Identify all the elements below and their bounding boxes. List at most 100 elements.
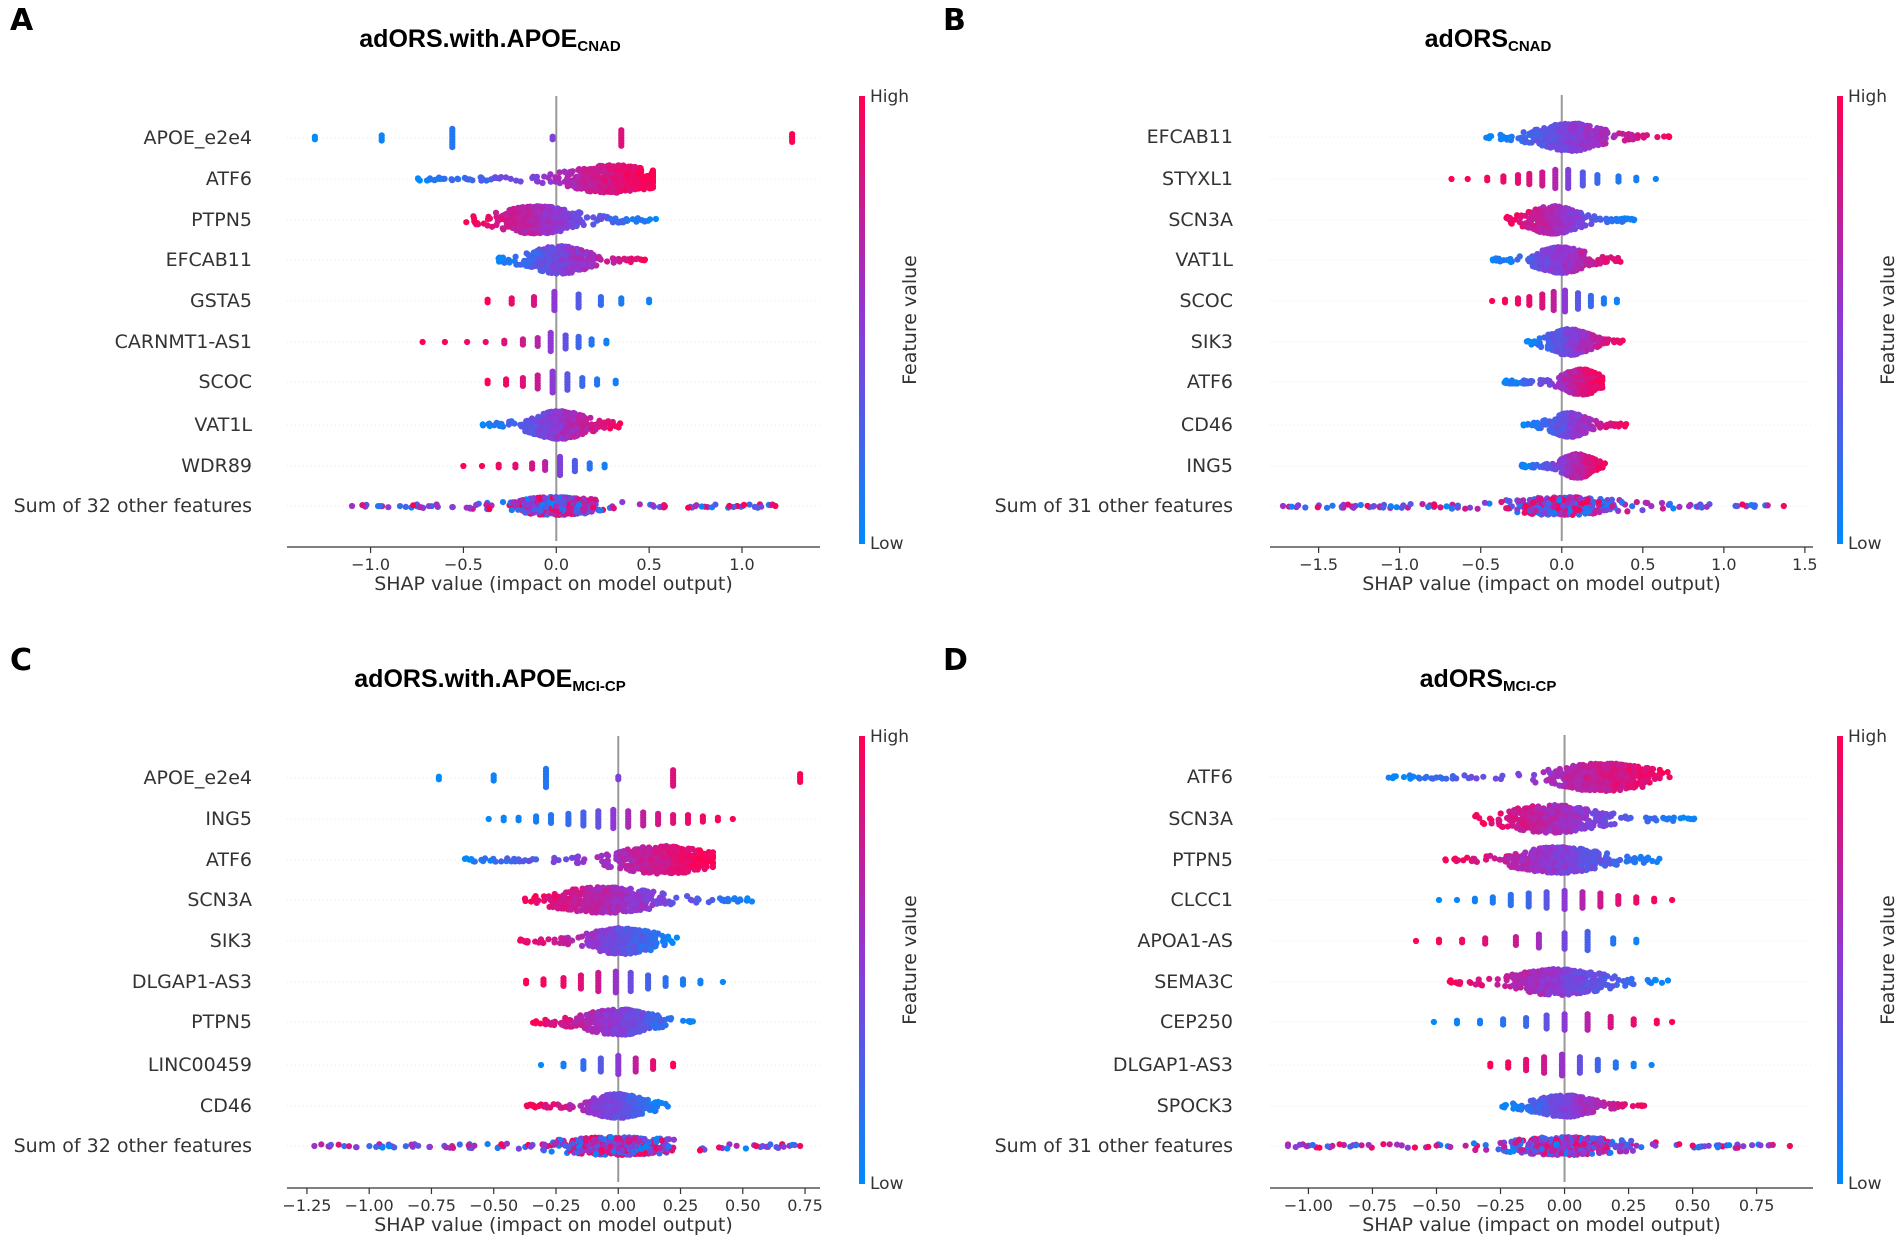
shap-dot: [1611, 339, 1618, 346]
shap-dot: [1565, 256, 1572, 263]
shap-dot: [460, 462, 467, 470]
shap-dot: [433, 501, 440, 508]
shap-dot: [623, 216, 630, 223]
shap-dot: [449, 177, 456, 184]
shap-dot: [641, 218, 648, 225]
shap-dot: [1611, 132, 1618, 139]
x-tick-label: 0.5: [636, 555, 661, 574]
panel-b: BadORSCNADEFCAB11STYXL1SCN3AVAT1LSCOCSIK…: [943, 3, 1899, 595]
shap-dot: [359, 502, 366, 509]
shap-dot: [639, 176, 646, 183]
shap-dot: [1560, 126, 1567, 133]
shap-dot: [493, 174, 500, 182]
shap-dot: [789, 138, 796, 145]
shap-dot: [603, 188, 610, 195]
shap-dot: [545, 267, 553, 275]
shap-dot: [519, 497, 526, 504]
shap-dot: [594, 381, 601, 388]
shap-dot: [415, 176, 422, 183]
shap-dot: [1587, 303, 1594, 310]
shap-dot: [528, 217, 535, 224]
panel-letter: A: [10, 3, 34, 38]
shap-dot: [482, 338, 489, 346]
shap-dot: [602, 173, 609, 180]
shap-dot: [604, 258, 611, 265]
shap-dot: [514, 204, 522, 211]
shap-dot: [513, 500, 521, 507]
panel-title-main: adORS.with.APOE: [359, 25, 577, 53]
shap-dot: [576, 254, 583, 261]
feature-row: ATF6: [206, 162, 657, 196]
shap-dot: [348, 502, 356, 510]
shap-dot: [385, 504, 392, 511]
feature-row: SIK3: [1191, 326, 1626, 358]
shap-dot: [527, 230, 535, 237]
feature-label: VAT1L: [1175, 249, 1233, 271]
shap-dot: [1574, 305, 1582, 312]
shap-dot: [1505, 134, 1512, 141]
shap-dot: [466, 504, 473, 511]
feature-row: EFCAB11: [166, 243, 649, 277]
shap-dot: [1554, 244, 1561, 251]
shap-dot: [601, 178, 609, 185]
shap-dot: [542, 495, 549, 502]
feature-row: WDR89: [181, 453, 608, 479]
shap-dot: [740, 501, 748, 508]
shap-dot: [575, 266, 582, 273]
shap-dot: [508, 507, 515, 514]
shap-dot: [637, 169, 645, 176]
shap-dot: [519, 382, 527, 389]
shap-dot: [1525, 224, 1532, 231]
shap-dot: [1628, 215, 1635, 222]
shap-dot: [685, 504, 692, 511]
shap-dot: [1552, 269, 1559, 276]
shap-dot: [1542, 133, 1549, 140]
colorbar-high-label: High: [870, 87, 909, 107]
panel-title: adORSCNAD: [1425, 25, 1552, 55]
shap-dot: [1594, 179, 1601, 186]
shap-dot: [530, 263, 537, 270]
shap-dot: [590, 214, 597, 221]
shap-dot: [1548, 216, 1555, 223]
shap-dot: [1517, 214, 1524, 221]
shap-dot: [525, 428, 532, 435]
shap-dot: [528, 415, 536, 422]
shap-dot: [575, 344, 582, 351]
panel-title-main: adORS: [1425, 25, 1508, 53]
shap-dot: [596, 255, 604, 262]
shap-dot: [483, 177, 490, 184]
shap-dot: [402, 503, 409, 510]
shap-dot: [1633, 177, 1640, 184]
shap-dot: [546, 227, 553, 234]
shap-dot: [559, 256, 566, 263]
shap-dot: [492, 209, 500, 216]
feature-label: ATF6: [206, 168, 252, 190]
shap-dot: [1605, 336, 1612, 343]
feature-row: EFCAB11: [1147, 120, 1673, 154]
shap-dot: [1567, 215, 1574, 222]
colorbar-low-label: Low: [870, 534, 904, 554]
panel-letter: B: [943, 3, 966, 38]
shap-dot: [562, 345, 569, 352]
shap-dot: [1582, 259, 1589, 266]
shap-dot: [660, 502, 668, 509]
shap-dot: [1549, 228, 1556, 235]
shap-dot: [539, 179, 546, 187]
shap-dot: [560, 430, 567, 437]
panel-title-subscript: CNAD: [577, 38, 620, 55]
shap-dot: [378, 137, 385, 144]
shap-dot: [550, 414, 557, 422]
shap-dot: [1571, 331, 1578, 338]
shap-dot: [597, 301, 605, 308]
shap-dot: [1550, 123, 1557, 130]
shap-dot: [1566, 262, 1574, 269]
shap-dot: [1568, 349, 1575, 356]
shap-dot: [1612, 257, 1619, 265]
shap-dot: [478, 462, 486, 470]
shap-dot: [1525, 337, 1532, 345]
shap-dot: [576, 179, 583, 187]
shap-dot: [432, 176, 439, 183]
shap-dot: [608, 187, 615, 195]
shap-dot: [579, 412, 586, 419]
shap-dot: [533, 178, 541, 185]
